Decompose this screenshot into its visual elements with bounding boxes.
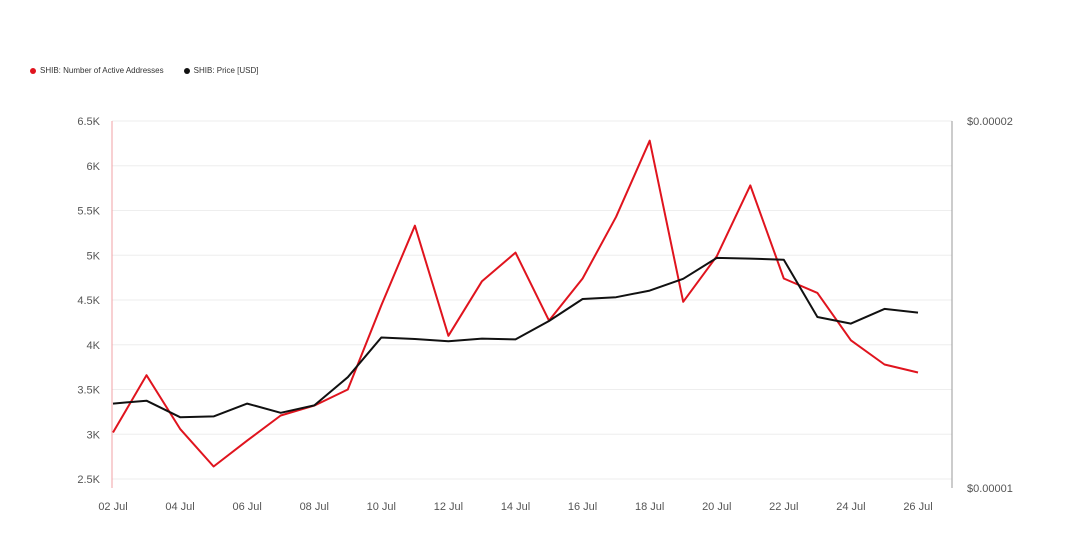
- legend-label-active-addresses: SHIB: Number of Active Addresses: [40, 66, 164, 75]
- x-tick-label: 08 Jul: [300, 501, 329, 513]
- x-tick-label: 18 Jul: [635, 501, 664, 513]
- x-tick-label: 20 Jul: [702, 501, 731, 513]
- right-tick-label: $0.00001: [967, 483, 1013, 495]
- left-tick-label: 3.5K: [77, 385, 100, 397]
- legend-label-price: SHIB: Price [USD]: [193, 66, 259, 75]
- x-tick-label: 24 Jul: [836, 501, 865, 513]
- x-tick-label: 10 Jul: [367, 501, 396, 513]
- x-tick-label: 06 Jul: [232, 501, 261, 513]
- left-tick-label: 6.5K: [77, 116, 100, 128]
- x-tick-label: 02 Jul: [98, 501, 127, 513]
- left-tick-label: 2.5K: [77, 474, 100, 486]
- x-tick-label: 04 Jul: [165, 501, 194, 513]
- x-tick-label: 26 Jul: [903, 501, 932, 513]
- x-tick-label: 22 Jul: [769, 501, 798, 513]
- x-tick-label: 14 Jul: [501, 501, 530, 513]
- right-tick-label: $0.00002: [967, 116, 1013, 128]
- left-tick-label: 5.5K: [77, 206, 100, 218]
- series-line-price: [112, 256, 919, 419]
- left-tick-label: 6K: [87, 161, 101, 173]
- chart-legend: SHIB: Number of Active Addresses SHIB: P…: [30, 66, 259, 75]
- legend-marker-price: [183, 67, 190, 74]
- left-tick-label: 3K: [87, 429, 101, 441]
- left-tick-label: 5K: [87, 250, 101, 262]
- x-tick-label: 16 Jul: [568, 501, 597, 513]
- legend-marker-active-addresses: [30, 67, 36, 74]
- left-tick-label: 4.5K: [77, 295, 100, 307]
- legend-item-active-addresses[interactable]: SHIB: Number of Active Addresses: [30, 66, 164, 75]
- x-tick-label: 12 Jul: [434, 501, 463, 513]
- left-tick-label: 4K: [87, 340, 101, 352]
- series-line-active-addresses: [112, 139, 919, 468]
- legend-item-price[interactable]: SHIB: Price [USD]: [183, 66, 259, 75]
